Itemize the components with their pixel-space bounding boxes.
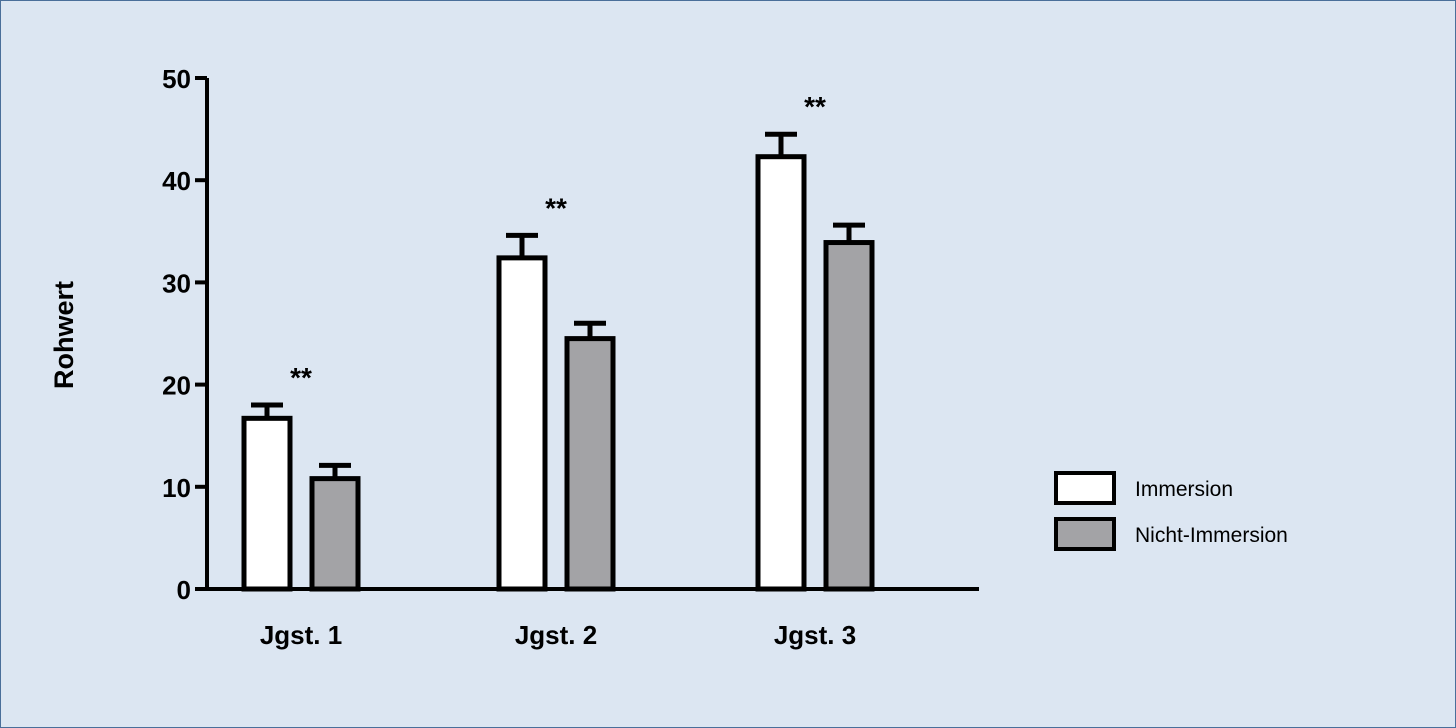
y-axis-title: Rohwert: [49, 281, 79, 389]
significance-label: **: [545, 192, 567, 223]
legend-label: Nicht-Immersion: [1135, 524, 1288, 547]
x-category-label: Jgst. 2: [515, 620, 597, 650]
bar-nicht-immersion: [309, 476, 361, 592]
significance-label: **: [804, 91, 826, 122]
legend-swatch-immersion: [1054, 471, 1116, 505]
x-category-label: Jgst. 1: [260, 620, 342, 650]
legend-swatch-nicht-immersion: [1054, 517, 1116, 551]
x-category-label: Jgst. 3: [774, 620, 856, 650]
error-bars: [251, 131, 865, 479]
y-tick-label: 30: [162, 268, 191, 298]
bar-immersion: [241, 415, 293, 592]
y-tick-label: 50: [162, 64, 191, 94]
y-tick-label: 10: [162, 473, 191, 503]
bar-immersion: [496, 255, 548, 592]
bar-immersion: [755, 154, 807, 592]
bar-nicht-immersion: [823, 240, 875, 592]
significance-label: **: [290, 362, 312, 393]
bar-nicht-immersion: [564, 336, 616, 592]
y-tick-label: 0: [177, 575, 191, 605]
legend-label: Immersion: [1135, 478, 1233, 501]
legend: Immersion Nicht-Immersion: [1054, 471, 1288, 551]
y-tick-label: 40: [162, 166, 191, 196]
y-tick-label: 20: [162, 371, 191, 401]
significance-annotations: ** ** **: [290, 91, 826, 393]
